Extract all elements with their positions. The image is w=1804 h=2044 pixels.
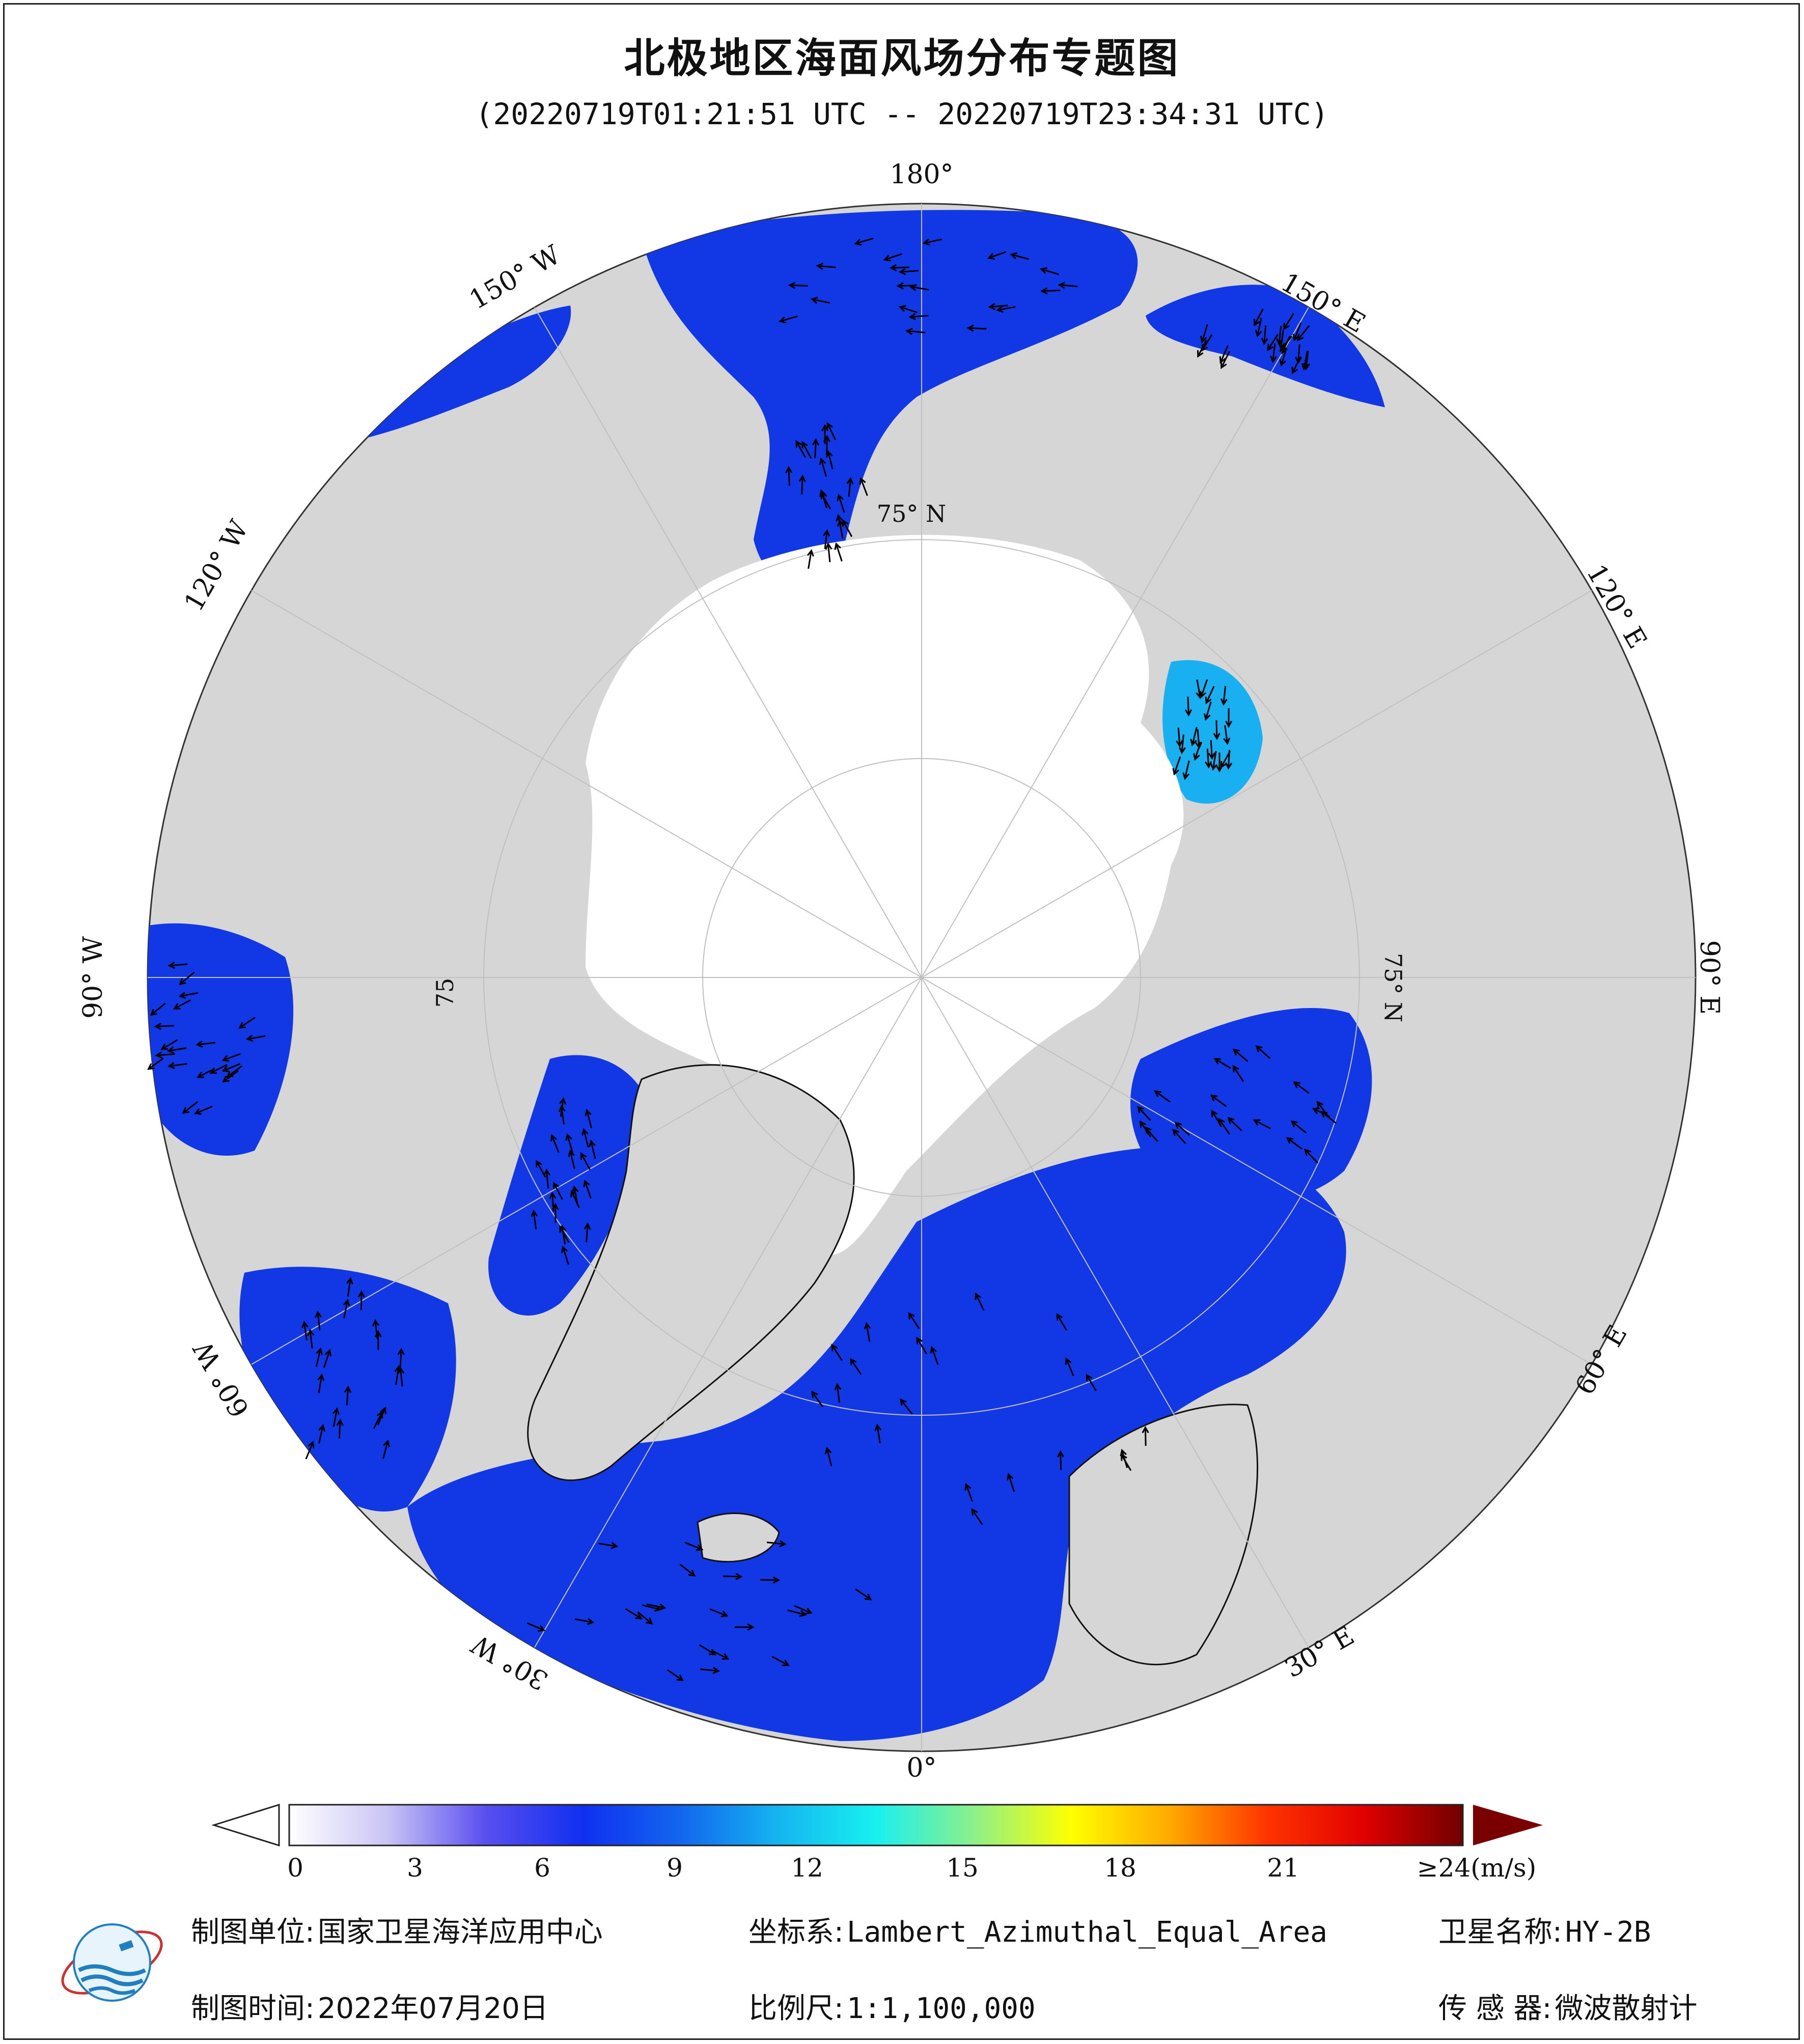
cbar-tick-21: 21 (1267, 1853, 1299, 1883)
lon-label-90e: 90° E (1694, 940, 1725, 1015)
sensor-label: 传 感 器: (1438, 1992, 1551, 2025)
scale-value: 1:1,100,000 (847, 1992, 1036, 2025)
cbar-tick-9: 9 (667, 1853, 683, 1883)
date-value: 2022年07月20日 (318, 1992, 548, 2025)
nsoas-logo (53, 1914, 171, 2011)
lon-label-90w: 90° W (78, 936, 108, 1019)
footer-unit: 制图单位: 国家卫星海洋应用中心 (191, 1909, 603, 1950)
cbar-unit: ≥24(m/s) (1417, 1853, 1536, 1883)
crs-label: 坐标系: (748, 1916, 844, 1949)
colorbar-gradient (289, 1805, 1463, 1845)
footer-date: 制图时间: 2022年07月20日 (191, 1985, 548, 2027)
sensor-value: 微波散射计 (1555, 1992, 1697, 2025)
colorbar-over-triangle (1473, 1805, 1543, 1845)
colorbar-under-triangle (214, 1805, 279, 1845)
lat-label-top: 75° N (877, 500, 946, 527)
date-label: 制图时间: (191, 1992, 315, 2025)
colorbar (214, 1805, 1543, 1845)
footer-sat: 卫星名称: HY-2B (1438, 1909, 1651, 1950)
sat-label: 卫星名称: (1438, 1916, 1562, 1949)
unit-value: 国家卫星海洋应用中心 (318, 1916, 603, 1949)
cbar-tick-6: 6 (534, 1853, 550, 1883)
sat-value: HY-2B (1565, 1916, 1651, 1949)
cbar-tick-0: 0 (287, 1853, 303, 1883)
lon-label-0: 0° (906, 1753, 936, 1783)
cbar-tick-3: 3 (407, 1853, 423, 1883)
crs-value: Lambert_Azimuthal_Equal_Area (847, 1916, 1327, 1949)
cbar-tick-12: 12 (791, 1853, 823, 1883)
lat-label-right: 75° N (1379, 953, 1407, 1022)
cbar-tick-18: 18 (1104, 1853, 1136, 1883)
unit-label: 制图单位: (191, 1916, 315, 1949)
footer-crs: 坐标系: Lambert_Azimuthal_Equal_Area (748, 1909, 1327, 1950)
scale-label: 比例尺: (748, 1992, 844, 2025)
lon-label-120w: 120° W (178, 515, 255, 617)
lat-label-left: 75 (431, 978, 459, 1008)
cbar-tick-15: 15 (946, 1853, 979, 1883)
footer-scale: 比例尺: 1:1,100,000 (748, 1985, 1036, 2027)
footer-sensor: 传 感 器: 微波散射计 (1438, 1985, 1697, 2027)
lon-label-180: 180° (890, 159, 953, 190)
